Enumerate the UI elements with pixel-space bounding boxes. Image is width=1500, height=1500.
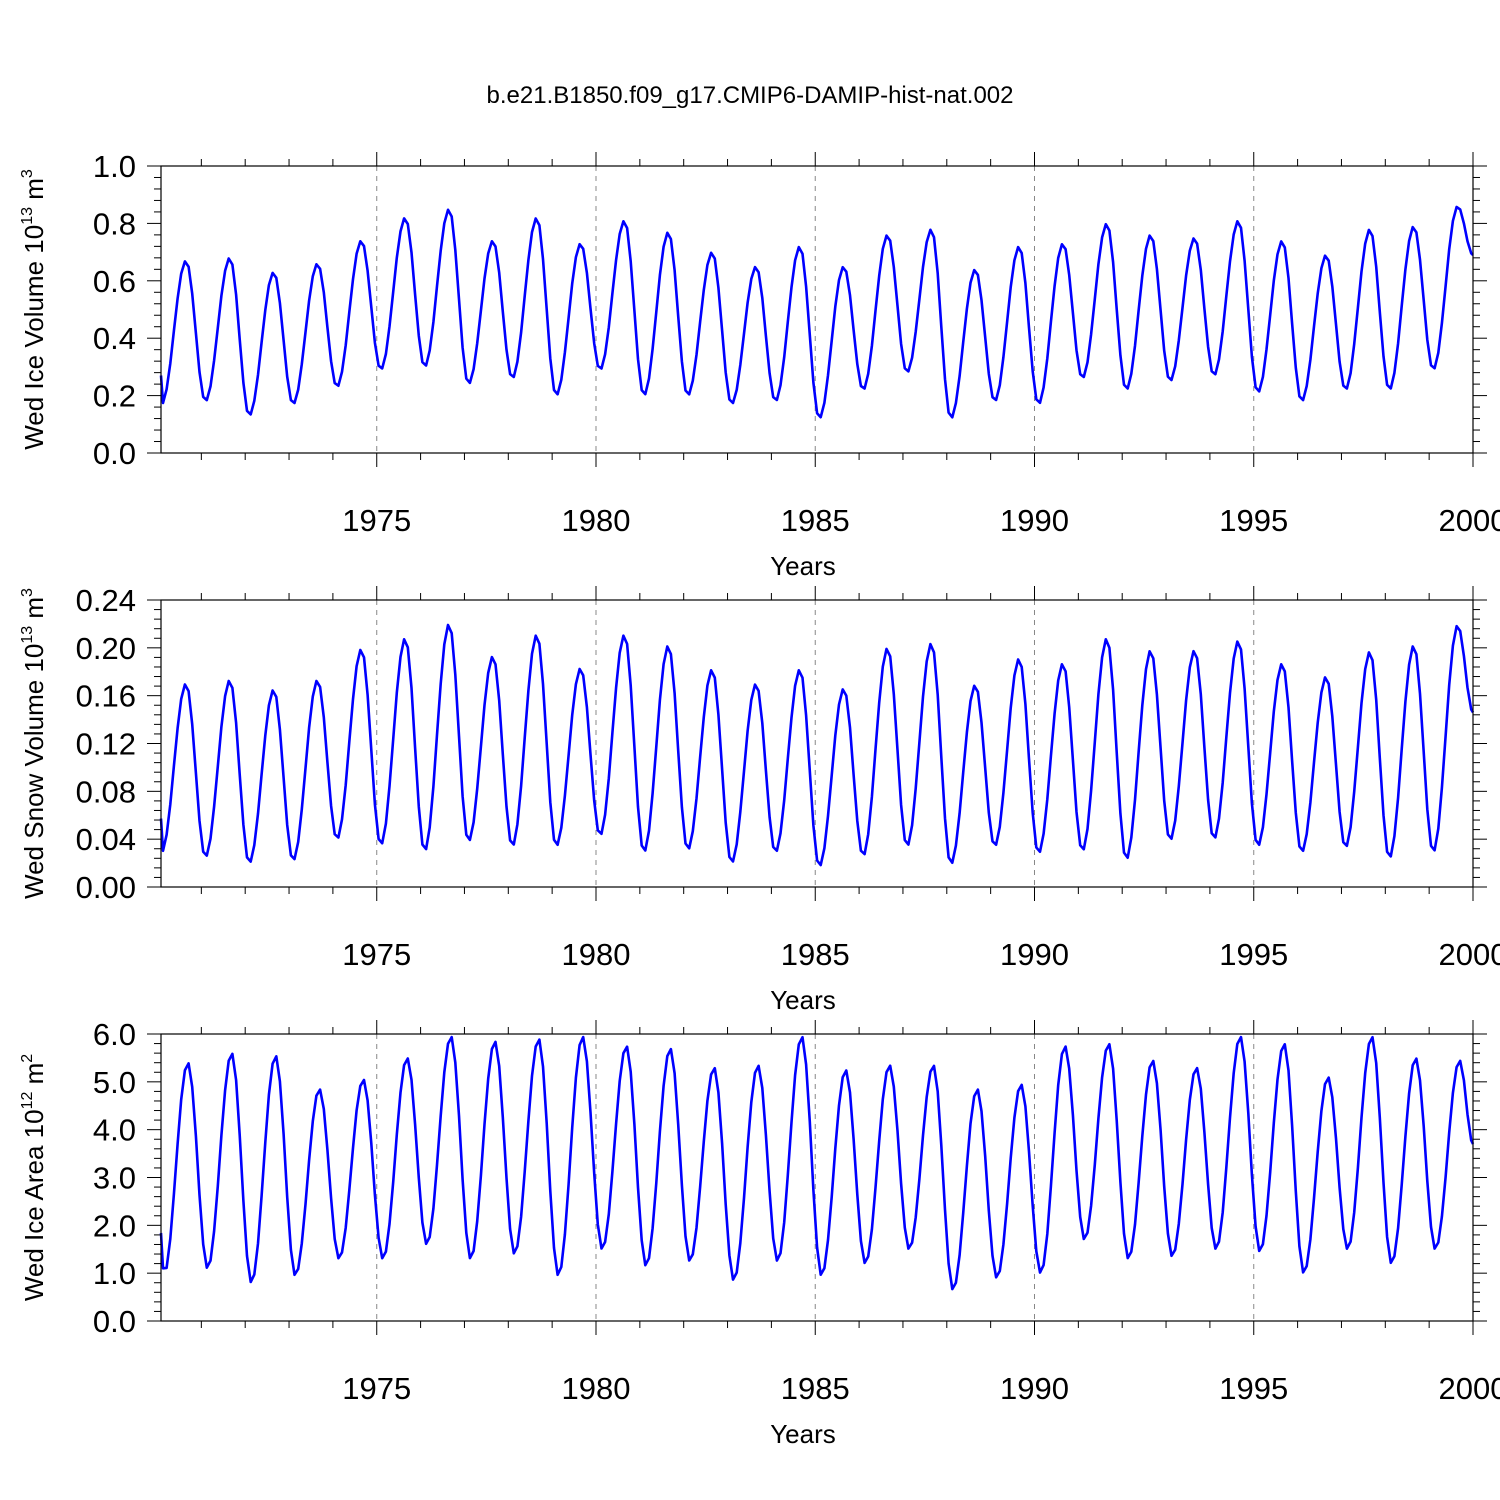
panel-1: 0.0 0.2 0.4 0.6 0.8 1.0 1975 1980 1985 1990 1995 20… <box>19 149 1500 581</box>
data-line <box>159 205 1474 419</box>
x-axis-label: Years <box>770 551 836 581</box>
x-tick-label: 1980 <box>562 503 631 538</box>
plot-frame <box>160 599 1474 888</box>
x-tick-label: 1985 <box>781 503 850 538</box>
y-tick-label: 4.0 <box>93 1113 136 1148</box>
x-tick-label: 1975 <box>342 503 411 538</box>
x-tick-label: 1975 <box>342 1371 411 1406</box>
y-tick-label: 6.0 <box>93 1017 136 1052</box>
y-tick-label: 0.04 <box>76 822 136 857</box>
x-tick-label: 1985 <box>781 937 850 972</box>
y-tick-label: 0.4 <box>93 321 136 356</box>
x-tick-label: 1990 <box>1000 503 1069 538</box>
y-tick-label: 0.0 <box>93 436 136 471</box>
y-tick-label: 0.20 <box>76 631 136 666</box>
y-tick-label: 1.0 <box>93 149 136 184</box>
data-line <box>159 623 1475 867</box>
y-tick-label: 5.0 <box>93 1065 136 1100</box>
y-axis-label: Wed Snow Volume 1013 m3 <box>19 588 49 899</box>
x-tick-label: 1980 <box>562 937 631 972</box>
x-tick-label: 1995 <box>1219 503 1288 538</box>
panel-2: 0.00 0.04 0.08 0.12 0.16 0.20 0.24 1975 1980 1985… <box>19 583 1500 1015</box>
y-tick-label: 0.6 <box>93 264 136 299</box>
x-tick-label: 2000 <box>1439 937 1500 972</box>
x-tick-label: 1995 <box>1219 1371 1288 1406</box>
x-axis-label: Years <box>770 1419 836 1449</box>
x-tick-label: 2000 <box>1439 1371 1500 1406</box>
y-tick-label: 0.0 <box>93 1304 136 1339</box>
x-tick-label: 1985 <box>781 1371 850 1406</box>
y-tick-label: 2.0 <box>93 1208 136 1243</box>
data-line <box>159 1035 1475 1291</box>
y-tick-label: 0.00 <box>76 870 136 905</box>
x-tick-label: 2000 <box>1439 503 1500 538</box>
x-tick-label: 1980 <box>562 1371 631 1406</box>
plot-frame <box>160 165 1474 454</box>
x-tick-label: 1995 <box>1219 937 1288 972</box>
y-tick-label: 0.16 <box>76 679 136 714</box>
y-tick-label: 3.0 <box>93 1161 136 1196</box>
chart-title: b.e21.B1850.f09_g17.CMIP6-DAMIP-hist-nat… <box>487 82 1014 109</box>
plot-frame <box>160 1033 1474 1322</box>
y-axis-label: Wed Ice Area 1012 m2 <box>19 1054 49 1301</box>
x-tick-label: 1990 <box>1000 1371 1069 1406</box>
y-tick-label: 0.12 <box>76 727 136 762</box>
y-tick-label: 1.0 <box>93 1256 136 1291</box>
x-axis-label: Years <box>770 985 836 1015</box>
x-tick-label: 1990 <box>1000 937 1069 972</box>
x-tick-label: 1975 <box>342 937 411 972</box>
y-tick-label: 0.2 <box>93 379 136 414</box>
y-tick-label: 0.08 <box>76 774 136 809</box>
y-axis-label: Wed Ice Volume 1013 m3 <box>19 169 49 450</box>
y-tick-label: 0.24 <box>76 583 136 618</box>
panel-3: 0.0 1.0 2.0 3.0 4.0 5.0 6.0 1975 1980 1985 1990 199… <box>19 1017 1500 1449</box>
y-tick-label: 0.8 <box>93 206 136 241</box>
